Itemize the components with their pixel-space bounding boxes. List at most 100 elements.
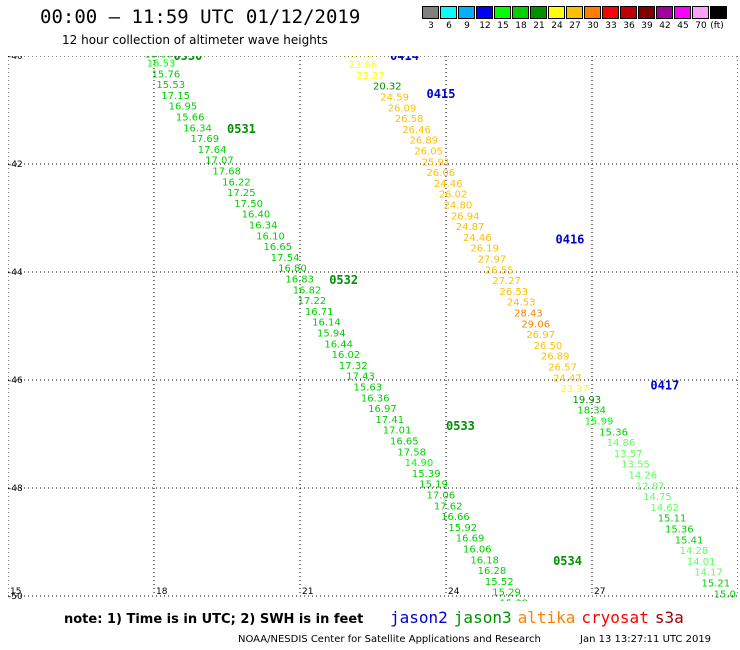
swh-value: 25.91	[422, 157, 451, 168]
swh-value: 17.68	[212, 166, 241, 177]
swh-value: 15.52	[485, 577, 514, 588]
swh-value: 26.97	[526, 330, 555, 341]
swh-value: 15.0	[714, 589, 736, 600]
lat-tick-label: -42	[8, 160, 23, 170]
swh-value: 16.83	[285, 274, 314, 285]
time-tag: 0530	[173, 56, 202, 63]
swh-value: 24.46	[463, 233, 492, 244]
swh-value: 14.75	[643, 492, 672, 503]
colorbar-label: 21	[533, 21, 545, 31]
swh-value: 15.99	[585, 417, 614, 428]
swh-value: 14.90	[405, 458, 434, 469]
time-tag: 0532	[329, 273, 358, 287]
swh-value: 27.27	[492, 276, 521, 287]
swh-value: 24.46	[434, 179, 463, 190]
lat-tick-label: -44	[8, 268, 23, 278]
swh-value: 13.57	[614, 449, 643, 460]
swh-value: 16.14	[312, 318, 341, 329]
time-tag: 0533	[446, 419, 475, 433]
colorbar-swatch	[638, 6, 655, 19]
lat-tick-label: -50	[8, 592, 23, 601]
time-tag: 0414	[390, 56, 419, 63]
swh-value: 15.36	[665, 525, 694, 536]
swh-value: 26.94	[451, 211, 480, 222]
swh-value: 27.97	[478, 255, 507, 266]
swh-value: 17.69	[191, 134, 220, 145]
swh-value: 18.34	[577, 406, 606, 417]
colorbar-swatch	[548, 6, 565, 19]
swh-value: 15.92	[448, 523, 477, 534]
colorbar-swatch	[620, 6, 637, 19]
swh-value: 17.22	[298, 296, 327, 307]
altimeter-map: 151821242730-40-42-44-46-48-5016.0816.53…	[8, 56, 738, 601]
swh-value: 15.76	[152, 69, 181, 80]
swh-value: 17.54	[271, 253, 300, 264]
swh-value: 16.65	[390, 436, 419, 447]
swh-value: 17.43	[346, 372, 375, 383]
swh-value: 26.05	[414, 147, 443, 158]
swh-value: 28.43	[514, 309, 543, 320]
colorbar-label: 9	[464, 21, 470, 31]
colorbar-swatch	[512, 6, 529, 19]
colorbar-label: 24	[551, 21, 563, 31]
swh-value: 15.94	[317, 328, 346, 339]
swh-value: 16.34	[183, 123, 212, 134]
swh-value: 26.06	[427, 168, 456, 179]
lon-tick-label: 27	[594, 587, 605, 597]
legend-entry-jason2: jason2	[390, 608, 448, 627]
swh-value: 14.17	[694, 568, 723, 579]
swh-value: 17.41	[375, 415, 404, 426]
footer-credit: NOAA/NESDIS Center for Satellite Applica…	[238, 634, 541, 645]
lon-tick-label: 15	[10, 587, 21, 597]
swh-value: 16.65	[264, 242, 293, 253]
swh-value: 19.93	[573, 395, 602, 406]
swh-value: 15.39	[412, 469, 441, 480]
colorbar-label: 30	[587, 21, 599, 31]
colorbar-label: 36	[623, 21, 635, 31]
swh-value: 12.87	[636, 481, 665, 492]
swh-value: 26.19	[470, 244, 499, 255]
swh-value: 16.69	[456, 534, 485, 545]
swh-value: 15.66	[176, 112, 205, 123]
swh-value: 17.06	[427, 490, 456, 501]
swh-value: 24.80	[444, 201, 473, 212]
chart-title: 00:00 – 11:59 UTC 01/12/2019	[40, 6, 361, 28]
swh-value: 15	[726, 600, 738, 601]
time-tag: 0415	[427, 87, 456, 101]
swh-value: 16.34	[249, 220, 278, 231]
swh-value: 16.80	[278, 264, 307, 275]
colorbar-swatch	[710, 6, 727, 19]
swh-value: 13.55	[621, 460, 650, 471]
colorbar-label: 39	[641, 21, 653, 31]
swh-value: 26.58	[395, 114, 424, 125]
swh-value: 17.15	[161, 91, 190, 102]
swh-value: 24.59	[380, 93, 409, 104]
swh-value: 17.07	[205, 156, 234, 167]
swh-value: 15.36	[599, 427, 628, 438]
swh-value: 24.87	[456, 222, 485, 233]
colorbar-swatch	[476, 6, 493, 19]
lat-tick-label: -40	[8, 56, 23, 62]
swh-value: 26.53	[500, 287, 529, 298]
swh-value: 15.21	[702, 579, 731, 590]
colorbar-swatch	[602, 6, 619, 19]
swh-value: 16.66	[441, 512, 470, 523]
swh-value: 16.10	[256, 231, 285, 242]
colorbar-label: 70	[695, 21, 707, 31]
colorbar-label: 12	[479, 21, 491, 31]
swh-value: 16.71	[305, 307, 334, 318]
legend-entry-s3a: s3a	[654, 608, 684, 627]
swh-value: 14.86	[607, 438, 636, 449]
colorbar-label: 15	[497, 21, 509, 31]
swh-value: 20.32	[373, 82, 402, 93]
swh-value: 17.32	[339, 361, 368, 372]
lat-tick-label: -48	[8, 484, 23, 494]
swh-value: 15.38	[500, 598, 529, 601]
swh-value: 17.62	[434, 501, 463, 512]
time-tag: 0531	[227, 122, 256, 136]
colorbar-swatch	[530, 6, 547, 19]
time-tag: 0416	[556, 233, 585, 247]
swh-value: 16.44	[324, 339, 353, 350]
swh-value: 16.97	[368, 404, 397, 415]
colorbar-label: 27	[569, 21, 581, 31]
